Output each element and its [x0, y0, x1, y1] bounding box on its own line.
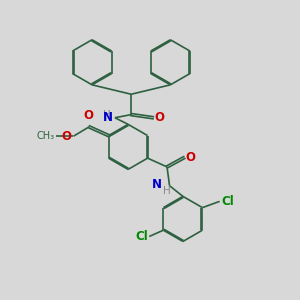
Text: H: H — [163, 186, 170, 196]
Text: Cl: Cl — [221, 195, 234, 208]
Text: O: O — [186, 151, 196, 164]
Text: N: N — [152, 178, 162, 190]
Text: CH₃: CH₃ — [37, 131, 55, 141]
Text: O: O — [155, 111, 165, 124]
Text: N: N — [103, 111, 113, 124]
Text: H: H — [103, 110, 110, 120]
Text: O: O — [83, 110, 94, 122]
Text: Cl: Cl — [135, 230, 148, 243]
Text: O: O — [61, 130, 72, 143]
